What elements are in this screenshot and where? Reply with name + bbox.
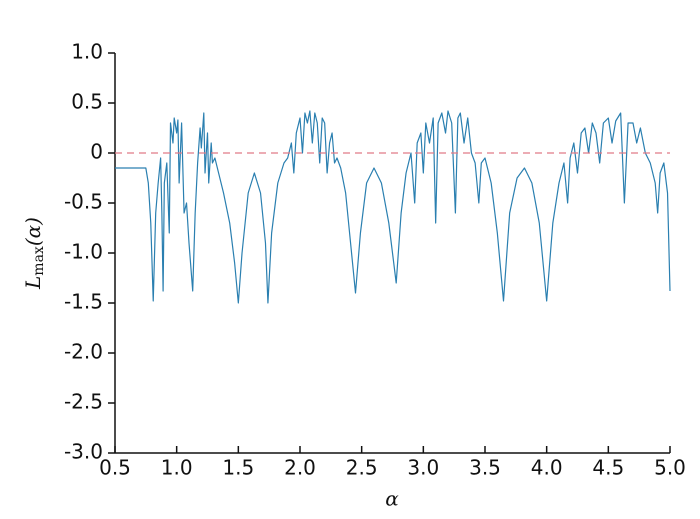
x-tick-label: 0.5: [99, 456, 131, 480]
y-tick-label: -0.5: [64, 190, 103, 214]
x-tick-label: 2.5: [346, 456, 378, 480]
x-tick-label: 3.0: [407, 456, 439, 480]
data-line: [115, 110, 671, 304]
y-tick-label: 1.0: [71, 40, 103, 64]
x-tick-label: 4.5: [592, 456, 624, 480]
y-tick-label: 0: [90, 140, 103, 164]
x-tick-label: 2.0: [284, 456, 316, 480]
x-tick-label: 1.0: [161, 456, 193, 480]
y-label-main: L: [21, 276, 45, 290]
y-label-sub: max: [31, 246, 47, 276]
x-tick-label: 4.0: [531, 456, 563, 480]
y-tick-label: -2.5: [64, 390, 103, 414]
y-label-rest: (α): [21, 217, 45, 246]
x-axis-label: α: [385, 487, 399, 511]
y-tick-label: 0.5: [71, 90, 103, 114]
x-tick-label: 3.5: [469, 456, 501, 480]
y-tick-label: -1.0: [64, 240, 103, 264]
x-tick-label: 5.0: [654, 456, 686, 480]
y-axis-label: Lmax(α): [21, 217, 48, 290]
y-tick-label: -1.5: [64, 290, 103, 314]
x-tick-label: 1.5: [222, 456, 254, 480]
y-tick-label: -2.0: [64, 340, 103, 364]
y-tick-label: -3.0: [64, 440, 103, 464]
